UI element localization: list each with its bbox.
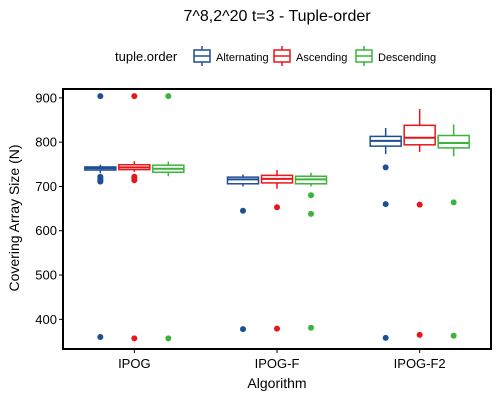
y-tick-label: 500 xyxy=(35,268,57,283)
outlier-point xyxy=(97,93,104,100)
outlier-point xyxy=(97,334,104,341)
outlier-point xyxy=(131,335,138,342)
x-tick-label: IPOG-F2 xyxy=(394,356,446,371)
legend: tuple.order Alternating Ascending Descendi… xyxy=(115,46,436,66)
outlier-point xyxy=(308,210,314,217)
x-tick-label: IPOG-F xyxy=(255,356,300,371)
box xyxy=(403,124,436,146)
y-tick-label: 700 xyxy=(35,179,57,194)
outlier-point xyxy=(165,335,172,342)
legend-label: Ascending xyxy=(296,52,347,64)
outlier-point xyxy=(450,332,457,339)
series-alternating xyxy=(84,93,402,341)
chart-title: 7^8,2^20 t=3 - Tuple-order xyxy=(183,8,371,25)
y-tick-label: 900 xyxy=(35,90,57,105)
x-tick-label: IPOG xyxy=(118,356,151,371)
legend-item-alternating: Alternating xyxy=(193,46,269,66)
outlier-point xyxy=(97,178,104,185)
y-axis-label: Covering Array Size (N) xyxy=(6,144,22,291)
y-tick-label: 800 xyxy=(35,135,57,150)
outlier-point xyxy=(240,207,246,214)
series-ascending xyxy=(118,93,436,342)
series-descending xyxy=(152,93,470,342)
legend-item-ascending: Ascending xyxy=(273,46,347,66)
legend-label: Alternating xyxy=(216,52,269,64)
x-axis-label: Algorithm xyxy=(247,375,306,391)
y-tick-label: 600 xyxy=(35,223,57,238)
boxes xyxy=(84,93,470,342)
outlier-point xyxy=(165,93,172,100)
axes: 400 500 600 700 800 900 IPOG IPOG-F IPOG-F2 xyxy=(35,88,492,371)
legend-label: Descending xyxy=(378,52,436,64)
legend-title: tuple.order xyxy=(115,49,178,64)
outlier-point xyxy=(308,192,314,199)
outlier-point xyxy=(450,199,457,206)
legend-items: Alternating Ascending Descending xyxy=(193,46,436,66)
box xyxy=(226,176,260,185)
outlier-point xyxy=(131,93,138,100)
y-tick-label: 400 xyxy=(35,312,57,327)
outlier-point xyxy=(308,324,314,331)
box xyxy=(437,134,470,149)
outlier-point xyxy=(382,164,389,171)
legend-item-descending: Descending xyxy=(355,46,436,66)
outlier-point xyxy=(416,201,423,208)
outlier-point xyxy=(274,204,280,211)
outlier-point xyxy=(382,201,389,208)
outlier-point xyxy=(240,326,246,333)
outlier-point xyxy=(131,177,138,184)
outlier-point xyxy=(382,334,389,341)
outlier-point xyxy=(274,325,280,332)
outlier-point xyxy=(416,331,423,338)
